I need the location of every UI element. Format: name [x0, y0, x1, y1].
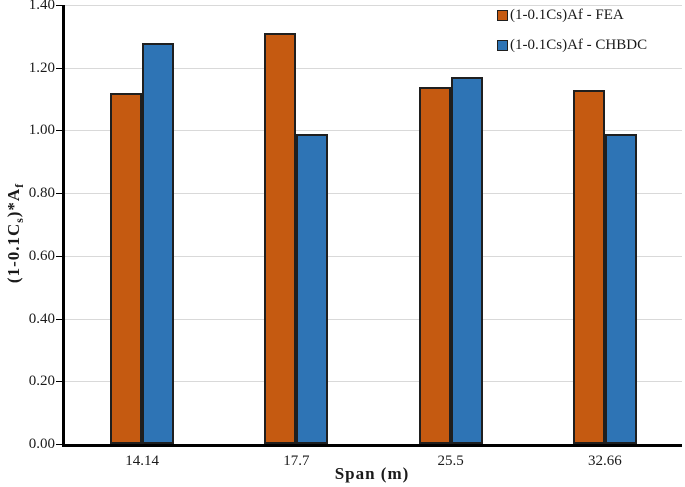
y-tick-mark: [56, 319, 62, 320]
bar-fea: [572, 89, 605, 444]
x-category-label: 25.5: [437, 453, 464, 469]
gridline: [65, 192, 682, 194]
y-tick-mark: [56, 68, 62, 69]
bar-chbdc: [142, 42, 175, 444]
y-tick-label: 0.00: [28, 436, 55, 452]
x-axis-title: Span (m): [334, 464, 410, 483]
bar-chbdc: [450, 77, 483, 444]
y-tick-mark: [56, 256, 62, 257]
gridline: [65, 255, 682, 257]
bar-fea: [418, 86, 451, 444]
y-axis-title-subscript: s: [13, 217, 27, 223]
y-tick-label: 1.40: [28, 0, 55, 13]
y-tick-label: 0.80: [28, 185, 55, 202]
y-axis-line: [62, 5, 65, 447]
legend-item-label: (1-0.1Cs)Af - FEA: [510, 6, 624, 23]
bar-fea: [110, 92, 143, 444]
y-tick-mark: [56, 5, 62, 6]
x-category-label: 32.66: [588, 453, 622, 469]
y-tick-label: 0.20: [28, 373, 55, 390]
y-tick-mark: [56, 130, 62, 131]
y-tick-mark: [56, 381, 62, 382]
gridline: [65, 129, 682, 131]
gridline: [65, 67, 682, 69]
y-tick-label: 1.20: [28, 59, 55, 76]
gridline: [65, 4, 682, 6]
gridline: [65, 318, 682, 320]
legend-item-label: (1-0.1Cs)Af - CHBDC: [510, 36, 648, 53]
x-category-label: 14.14: [125, 453, 159, 469]
x-category-label: 17.7: [283, 453, 310, 469]
legend-item-chbdc: (1-0.1Cs)Af - CHBDC: [497, 35, 647, 55]
bar-fea: [264, 33, 297, 444]
gridline: [65, 380, 682, 382]
y-tick-label: 0.60: [28, 247, 55, 264]
legend-swatch-icon: [497, 39, 508, 51]
legend-item-fea: (1-0.1Cs)Af - FEA: [497, 5, 647, 25]
legend: (1-0.1Cs)Af - FEA (1-0.1Cs)Af - CHBDC: [497, 5, 647, 65]
y-tick-label: 1.00: [28, 122, 55, 139]
bar-chbdc: [604, 133, 637, 444]
y-tick-mark: [56, 444, 62, 445]
x-axis-line: [62, 444, 682, 447]
y-tick-mark: [56, 193, 62, 194]
bar-chbdc: [296, 133, 329, 444]
y-tick-label: 0.40: [28, 310, 55, 327]
legend-swatch-icon: [497, 9, 508, 21]
